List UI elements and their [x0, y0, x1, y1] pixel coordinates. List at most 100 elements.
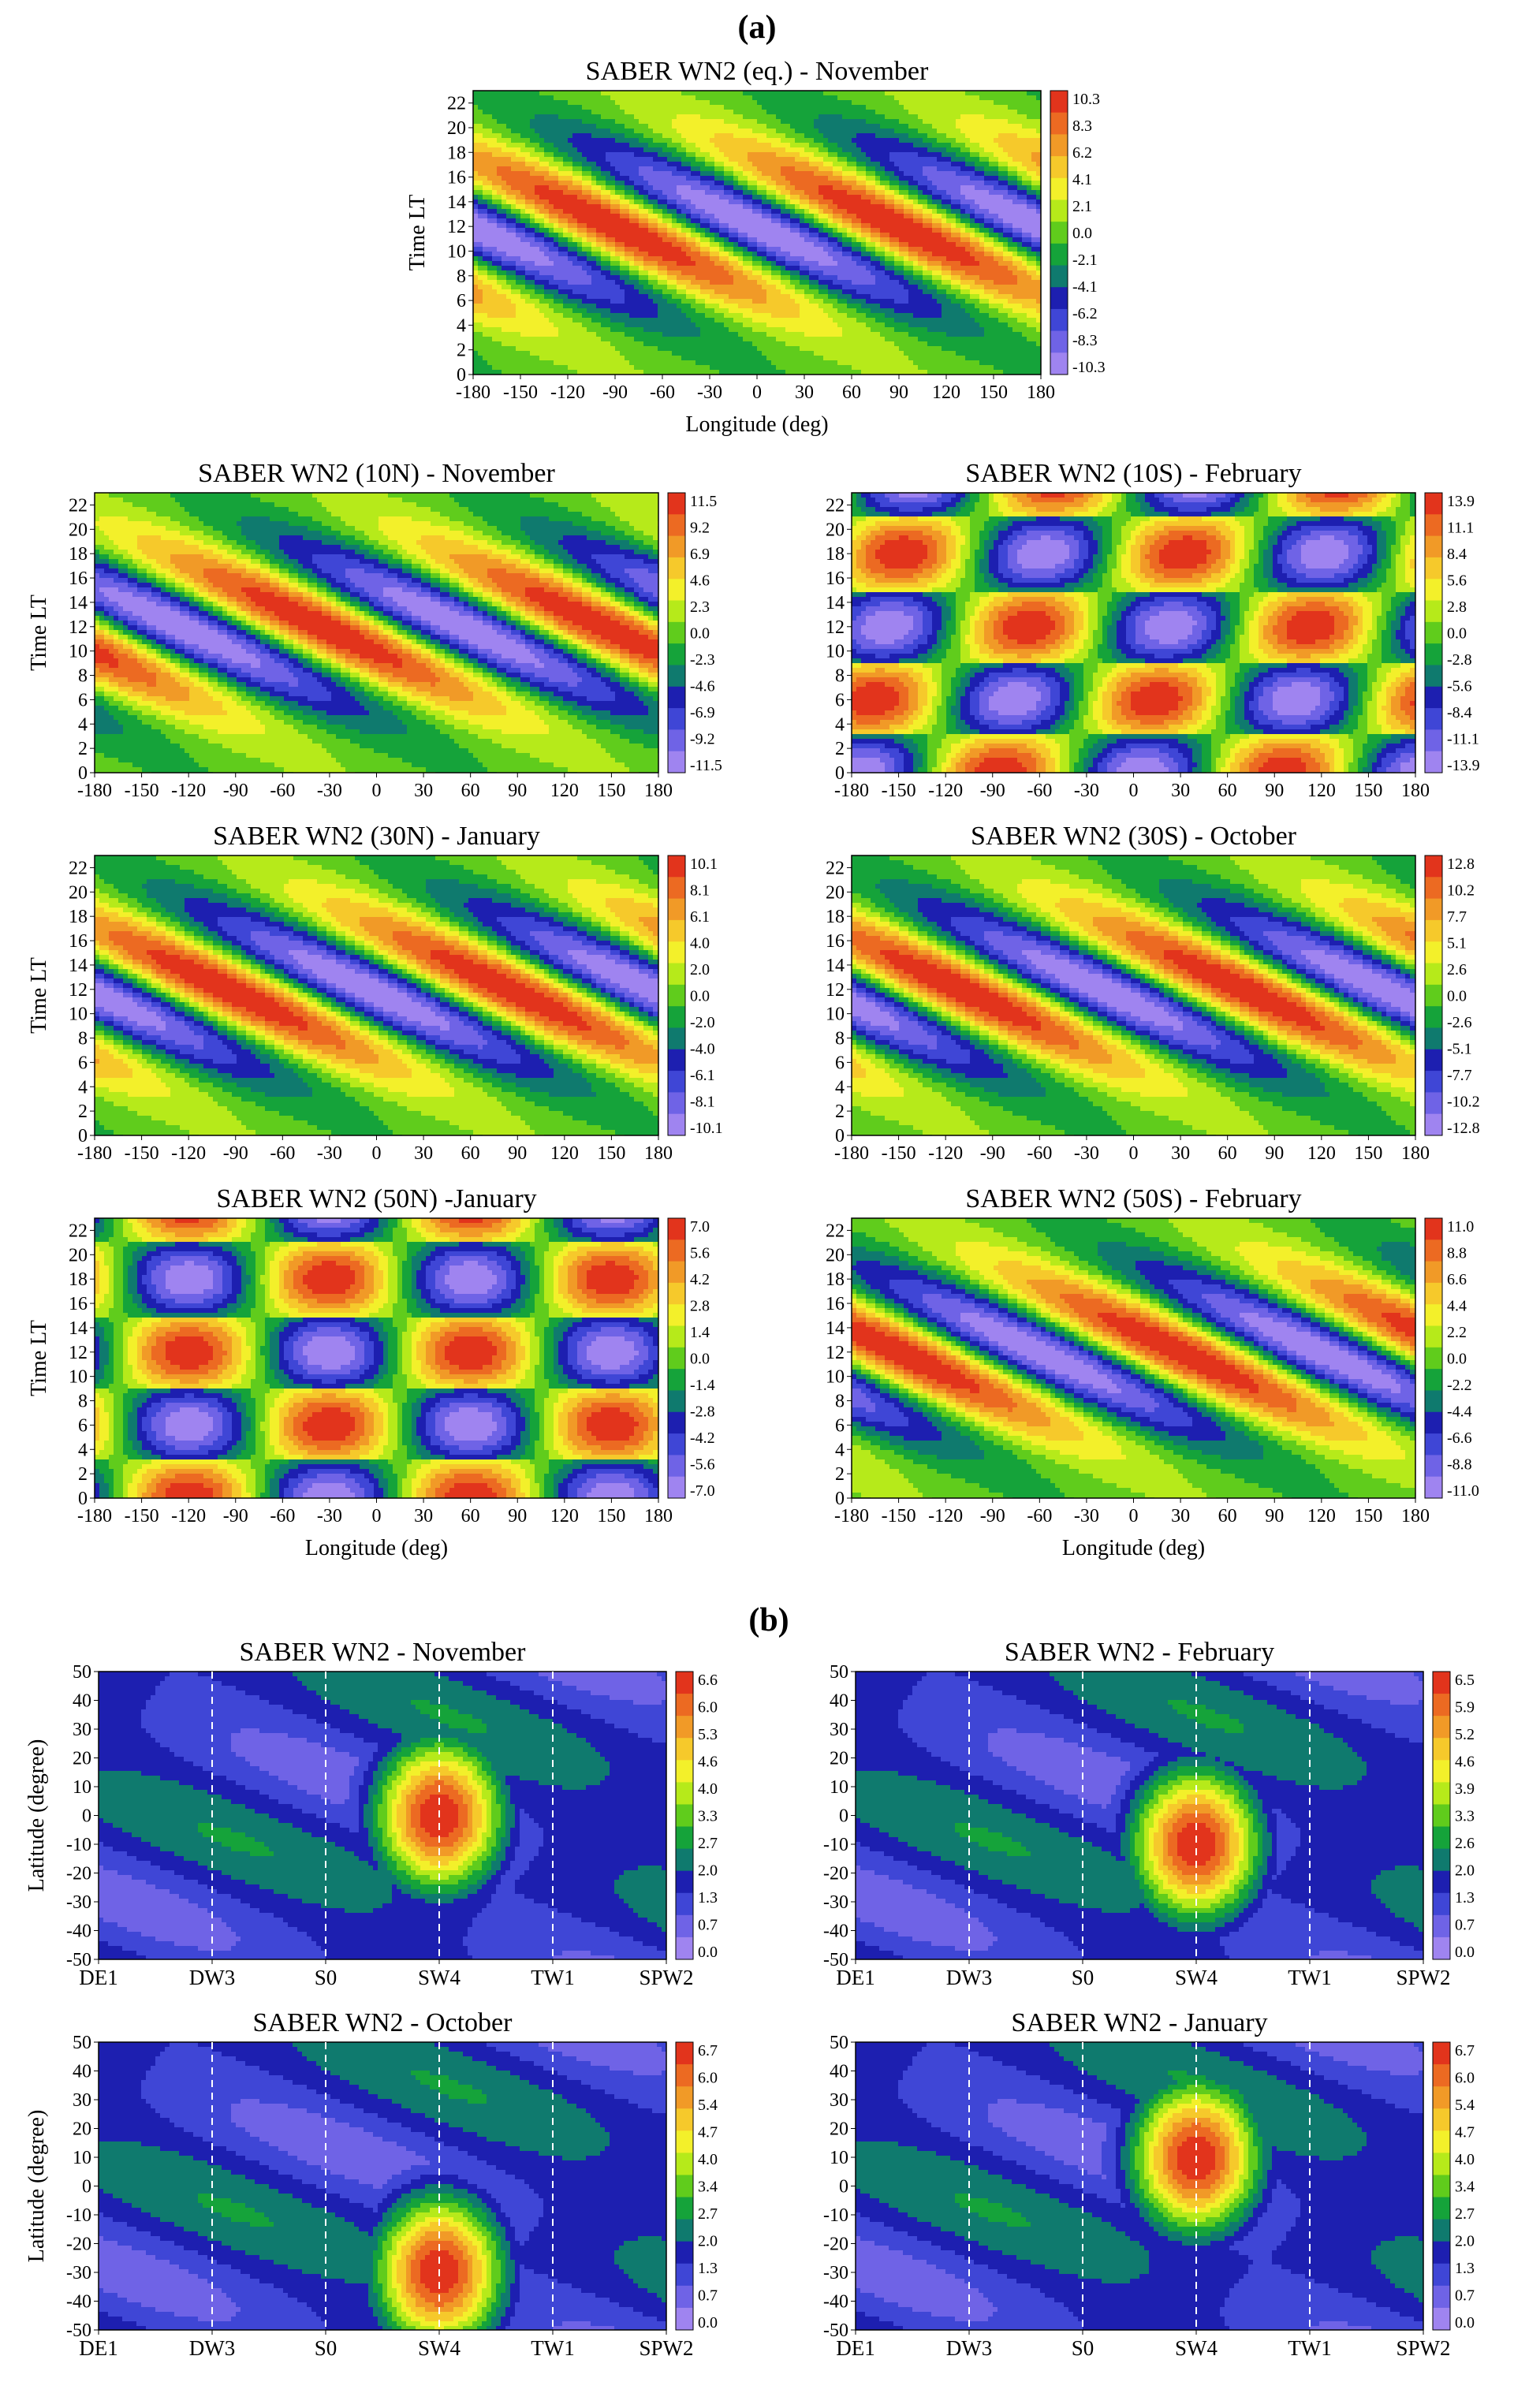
contour-cell	[913, 256, 919, 262]
contour-cell	[525, 266, 531, 271]
contour-cell	[781, 143, 786, 148]
contour-cell	[610, 162, 616, 167]
contour-cell	[686, 237, 692, 243]
contour-cell	[927, 214, 933, 219]
contour-cell	[785, 185, 791, 191]
contour-cell	[800, 247, 805, 252]
contour-cell	[1017, 270, 1023, 276]
contour-cell	[776, 223, 781, 229]
contour-cell	[885, 181, 890, 186]
contour-cell	[620, 152, 625, 158]
contour-cell	[733, 199, 739, 205]
contour-cell	[833, 209, 838, 214]
contour-cell	[549, 228, 554, 233]
contour-cell	[677, 223, 682, 229]
contour-cell	[558, 242, 564, 248]
contour-cell	[554, 247, 559, 252]
contour-cell	[790, 105, 796, 110]
contour-cell	[861, 190, 867, 196]
contour-cell	[478, 256, 483, 262]
contour-cell	[908, 190, 914, 196]
contour-cell	[677, 285, 682, 290]
contour-cell	[691, 214, 696, 219]
contour-cell	[847, 105, 852, 110]
contour-cell	[1022, 138, 1027, 144]
contour-cell	[648, 100, 654, 106]
contour-cell	[856, 105, 862, 110]
contour-cell	[473, 171, 479, 177]
contour-cell	[880, 166, 886, 172]
contour-cell	[648, 214, 654, 219]
contour-cell	[908, 261, 914, 267]
contour-cell	[625, 280, 630, 285]
contour-cell	[582, 285, 587, 290]
contour-cell	[568, 171, 573, 177]
contour-cell	[629, 171, 635, 177]
contour-cell	[960, 147, 966, 153]
contour-cell	[568, 190, 573, 196]
contour-cell	[951, 223, 957, 229]
contour-cell	[634, 91, 640, 96]
contour-cell	[814, 275, 819, 281]
contour-cell	[889, 204, 895, 210]
contour-cell	[942, 166, 947, 172]
contour-cell	[875, 114, 881, 120]
contour-cell	[771, 261, 777, 267]
contour-cell	[653, 171, 658, 177]
contour-cell	[672, 237, 677, 243]
contour-cell	[634, 199, 640, 205]
contour-cell	[885, 110, 890, 115]
contour-cell	[842, 270, 848, 276]
contour-cell	[833, 204, 838, 210]
contour-cell	[473, 138, 479, 144]
contour-cell	[800, 190, 805, 196]
contour-cell	[984, 214, 990, 219]
contour-cell	[814, 237, 819, 243]
contour-cell	[842, 171, 848, 177]
contour-cell	[691, 110, 696, 115]
contour-cell	[568, 176, 573, 181]
contour-cell	[473, 195, 479, 200]
contour-cell	[686, 233, 692, 238]
contour-cell	[729, 95, 734, 101]
contour-cell	[904, 190, 909, 196]
contour-cell	[1027, 171, 1032, 177]
contour-cell	[691, 162, 696, 167]
contour-cell	[568, 129, 573, 134]
contour-cell	[965, 261, 971, 267]
contour-cell	[956, 270, 961, 276]
contour-cell	[804, 209, 810, 214]
contour-cell	[984, 242, 990, 248]
contour-cell	[1031, 252, 1037, 257]
contour-cell	[833, 105, 838, 110]
contour-cell	[837, 181, 843, 186]
contour-cell	[776, 119, 781, 125]
contour-cell	[695, 261, 701, 267]
contour-cell	[766, 252, 772, 257]
contour-cell	[852, 233, 857, 238]
contour-cell	[880, 280, 886, 285]
contour-cell	[984, 280, 990, 285]
contour-cell	[535, 147, 540, 153]
contour-cell	[620, 124, 625, 129]
contour-cell	[918, 209, 923, 214]
contour-cell	[833, 95, 838, 101]
contour-cell	[894, 218, 900, 224]
contour-cell	[601, 228, 606, 233]
contour-cell	[658, 138, 663, 144]
contour-cell	[923, 261, 928, 267]
contour-cell	[752, 256, 758, 262]
contour-cell	[554, 110, 559, 115]
contour-cell	[847, 138, 852, 144]
contour-cell	[691, 119, 696, 125]
contour-cell	[979, 266, 985, 271]
contour-cell	[771, 162, 777, 167]
contour-cell	[994, 233, 999, 238]
contour-cell	[866, 247, 871, 252]
contour-cell	[970, 95, 975, 101]
contour-cell	[700, 242, 706, 248]
contour-cell	[875, 218, 881, 224]
contour-cell	[828, 152, 833, 158]
contour-cell	[833, 100, 838, 106]
contour-cell	[828, 119, 833, 125]
